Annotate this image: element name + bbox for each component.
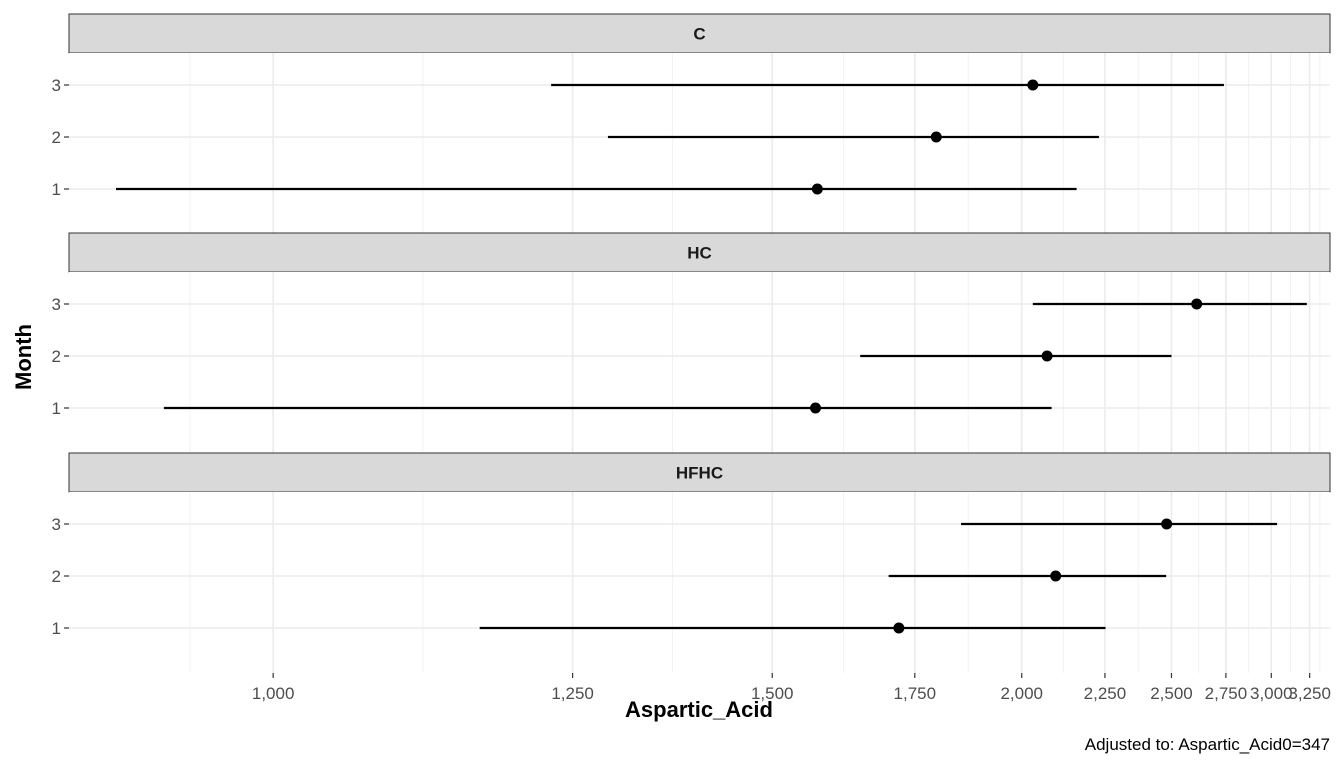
point-estimate xyxy=(1191,298,1203,310)
facet-strip-label: C xyxy=(693,25,705,44)
x-axis: 1,000 1,250 1,500 1,750 2,000 2,250 2,500 2,750… xyxy=(252,673,1331,703)
point-estimate xyxy=(1027,79,1039,91)
facet-strip-label: HC xyxy=(687,244,712,263)
y-tick-label: 3 xyxy=(52,515,61,534)
facet-panel-hfhc: HFHC 1 2 3 xyxy=(52,452,1331,673)
x-tick-label: 3,000 xyxy=(1250,684,1293,703)
x-tick-label: 1,500 xyxy=(751,684,794,703)
x-tick-label: 2,250 xyxy=(1084,684,1127,703)
point-estimate xyxy=(811,183,823,195)
point-estimate xyxy=(1041,350,1053,362)
facet-strip xyxy=(68,452,1331,493)
y-tick-label: 2 xyxy=(52,347,61,366)
panel-background xyxy=(69,53,1330,234)
x-tick-label: 1,250 xyxy=(551,684,594,703)
y-tick-label: 1 xyxy=(52,399,61,418)
y-tick-label: 3 xyxy=(52,76,61,95)
y-tick-label: 1 xyxy=(52,180,61,199)
panel-background xyxy=(69,272,1330,453)
x-tick-label: 1,750 xyxy=(894,684,937,703)
point-estimate xyxy=(893,622,905,634)
y-tick-label: 3 xyxy=(52,295,61,314)
facet-panels: C 1 2 3 HC 1 2 3 HFHC 1 2 3 xyxy=(52,13,1331,673)
point-estimate xyxy=(1050,570,1062,582)
x-tick-label: 1,000 xyxy=(252,684,295,703)
point-estimate xyxy=(810,402,822,414)
point-estimate xyxy=(930,131,942,143)
x-tick-label: 3,250 xyxy=(1288,684,1331,703)
x-axis-title: Aspartic_Acid xyxy=(625,697,773,722)
y-tick-label: 2 xyxy=(52,128,61,147)
facet-strip-label: HFHC xyxy=(676,464,723,483)
point-estimate xyxy=(1161,518,1173,530)
y-axis-title: Month xyxy=(11,324,36,390)
x-tick-label: 2,500 xyxy=(1150,684,1193,703)
y-tick-label: 2 xyxy=(52,567,61,586)
x-tick-label: 2,000 xyxy=(1000,684,1043,703)
chart-caption: Adjusted to: Aspartic_Acid0=347 xyxy=(1085,735,1330,754)
facet-strip xyxy=(68,232,1331,273)
facet-panel-c: C 1 2 3 xyxy=(52,13,1331,234)
facet-strip xyxy=(68,13,1331,54)
facet-panel-hc: HC 1 2 3 xyxy=(52,232,1331,453)
y-tick-label: 1 xyxy=(52,619,61,638)
x-tick-label: 2,750 xyxy=(1205,684,1248,703)
panel-background xyxy=(69,492,1330,673)
